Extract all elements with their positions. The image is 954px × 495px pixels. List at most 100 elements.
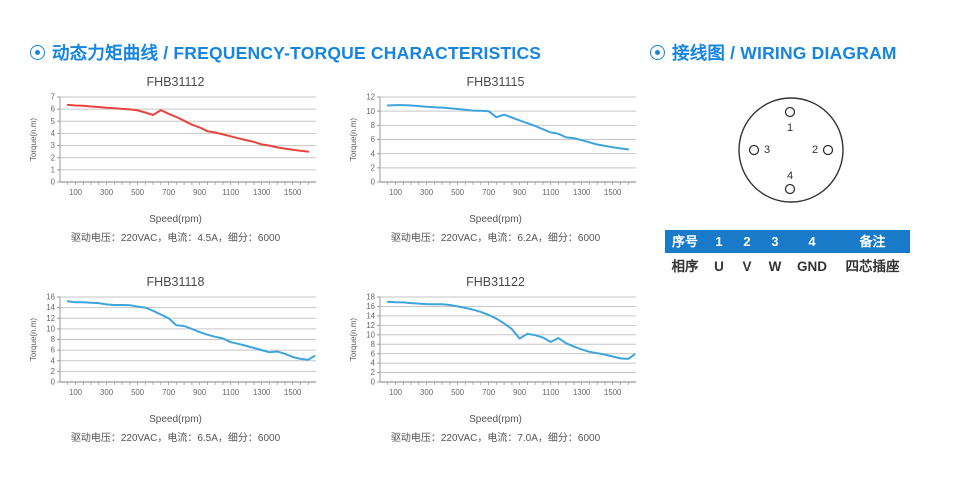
- header-cell: 序号: [671, 234, 698, 249]
- svg-text:100: 100: [69, 388, 83, 397]
- svg-text:900: 900: [513, 188, 527, 197]
- svg-text:1500: 1500: [604, 388, 622, 397]
- svg-text:1100: 1100: [542, 188, 559, 197]
- section-heading-wiring: 接线图 / WIRING DIAGRAM: [650, 40, 897, 65]
- svg-text:700: 700: [162, 188, 176, 197]
- table-cell: U: [714, 259, 724, 274]
- svg-text:2: 2: [812, 144, 818, 156]
- table-cell: W: [768, 259, 782, 274]
- svg-text:0: 0: [51, 178, 56, 187]
- svg-text:4: 4: [51, 129, 56, 138]
- section-heading-wiring-label: 接线图 / WIRING DIAGRAM: [672, 43, 897, 63]
- svg-text:6: 6: [51, 105, 55, 114]
- svg-text:300: 300: [100, 388, 114, 397]
- svg-text:300: 300: [420, 188, 434, 197]
- x-axis-label: Speed(rpm): [469, 214, 522, 225]
- svg-text:Torque(n.m): Torque(n.m): [29, 118, 38, 161]
- svg-text:3: 3: [51, 141, 55, 150]
- table-cell: 相序: [671, 259, 699, 274]
- svg-text:5: 5: [51, 117, 56, 126]
- svg-text:Torque(n.m): Torque(n.m): [29, 318, 38, 361]
- svg-text:6: 6: [371, 135, 375, 144]
- svg-text:8: 8: [51, 335, 55, 344]
- svg-text:4: 4: [787, 170, 793, 182]
- svg-text:300: 300: [100, 188, 114, 197]
- svg-text:1500: 1500: [604, 188, 622, 197]
- chart-title: FHB31115: [466, 75, 525, 89]
- connector-diagram: 1 2 3 4: [738, 97, 844, 203]
- svg-text:1100: 1100: [222, 388, 239, 397]
- chart-caption: 驱动电压：220VAC，电流：7.0A，细分：6000: [390, 433, 601, 444]
- chart-caption: 驱动电压：220VAC，电流：4.5A，细分：6000: [70, 233, 281, 244]
- svg-text:900: 900: [193, 188, 207, 197]
- svg-text:Torque(n.m): Torque(n.m): [349, 318, 358, 361]
- chart-title: FHB31112: [146, 75, 205, 89]
- svg-text:0: 0: [371, 378, 376, 387]
- svg-text:14: 14: [366, 311, 375, 320]
- svg-text:1300: 1300: [253, 388, 271, 397]
- svg-text:2: 2: [371, 163, 375, 172]
- torque-curve-plot: 0 2 4 6 8 10 12 100 300 500 700 900 1100 1300 1500 Torq…: [349, 93, 636, 197]
- circle-dot-icon: [30, 45, 45, 60]
- svg-text:900: 900: [193, 388, 207, 397]
- header-cell: 4: [808, 234, 816, 249]
- chart-caption: 驱动电压：220VAC，电流：6.5A，细分：6000: [70, 433, 281, 444]
- svg-text:1300: 1300: [573, 188, 591, 197]
- pin-table-data-row: 相序 U V W GND 四芯插座: [665, 253, 910, 279]
- svg-text:10: 10: [46, 324, 55, 333]
- svg-text:1300: 1300: [573, 388, 591, 397]
- x-axis-label: Speed(rpm): [149, 214, 202, 225]
- table-cell: V: [742, 259, 752, 274]
- svg-text:2: 2: [51, 367, 55, 376]
- header-cell: 3: [771, 234, 779, 249]
- svg-text:3: 3: [764, 144, 770, 156]
- svg-text:900: 900: [513, 388, 527, 397]
- chart-title: FHB31122: [466, 275, 525, 289]
- svg-text:500: 500: [131, 388, 145, 397]
- header-cell: 2: [743, 234, 751, 249]
- section-heading-torque-label: 动态力矩曲线 / FREQUENCY-TORQUE CHARACTERISTIC…: [52, 43, 542, 63]
- svg-text:1500: 1500: [284, 388, 302, 397]
- svg-text:0: 0: [51, 378, 56, 387]
- svg-text:8: 8: [371, 121, 375, 130]
- svg-text:500: 500: [451, 388, 465, 397]
- svg-text:100: 100: [389, 388, 403, 397]
- svg-text:6: 6: [371, 349, 375, 358]
- svg-text:700: 700: [482, 388, 496, 397]
- chart-fhb31115: FHB31115 0 2 4 6 8 10 12 100 300 500 700 900 1100 130…: [348, 74, 643, 244]
- section-heading-torque: 动态力矩曲线 / FREQUENCY-TORQUE CHARACTERISTIC…: [30, 40, 541, 65]
- svg-text:1: 1: [51, 165, 55, 174]
- x-axis-label: Speed(rpm): [469, 414, 522, 425]
- svg-text:500: 500: [451, 188, 465, 197]
- svg-text:1100: 1100: [542, 388, 559, 397]
- svg-text:7: 7: [51, 93, 55, 102]
- chart-title: FHB31118: [146, 275, 205, 289]
- svg-text:12: 12: [366, 93, 375, 102]
- svg-text:10: 10: [366, 107, 375, 116]
- table-cell: 四芯插座: [845, 259, 900, 274]
- svg-text:4: 4: [51, 356, 56, 365]
- svg-text:1: 1: [787, 122, 793, 134]
- svg-text:Torque(n.m): Torque(n.m): [349, 118, 358, 161]
- svg-text:12: 12: [46, 314, 55, 323]
- svg-text:100: 100: [389, 188, 403, 197]
- svg-text:700: 700: [162, 388, 176, 397]
- chart-fhb31112: FHB31112 0 1 2 3 4 5 6 7 100 300 500 700 900 1100 1300…: [28, 74, 323, 244]
- pin-table-header-row: 序号 1 2 3 4 备注: [665, 230, 910, 253]
- chart-fhb31122: FHB31122 0 2 4 6 8 10 12 14 16 18 100 300 500 700 900 1…: [348, 274, 643, 444]
- header-cell: 1: [715, 234, 723, 249]
- svg-text:1100: 1100: [222, 188, 239, 197]
- svg-text:6: 6: [51, 346, 55, 355]
- x-axis-label: Speed(rpm): [149, 414, 202, 425]
- svg-text:300: 300: [420, 388, 434, 397]
- svg-text:10: 10: [366, 330, 375, 339]
- svg-text:16: 16: [46, 293, 55, 302]
- circle-dot-icon: [650, 45, 665, 60]
- svg-text:100: 100: [69, 188, 83, 197]
- svg-text:8: 8: [371, 340, 375, 349]
- svg-text:0: 0: [371, 178, 376, 187]
- svg-text:14: 14: [46, 303, 55, 312]
- chart-fhb31118: FHB31118 0 2 4 6 8 10 12 14 16 100 300 500 700 900 110…: [28, 274, 323, 444]
- table-cell: GND: [797, 259, 827, 274]
